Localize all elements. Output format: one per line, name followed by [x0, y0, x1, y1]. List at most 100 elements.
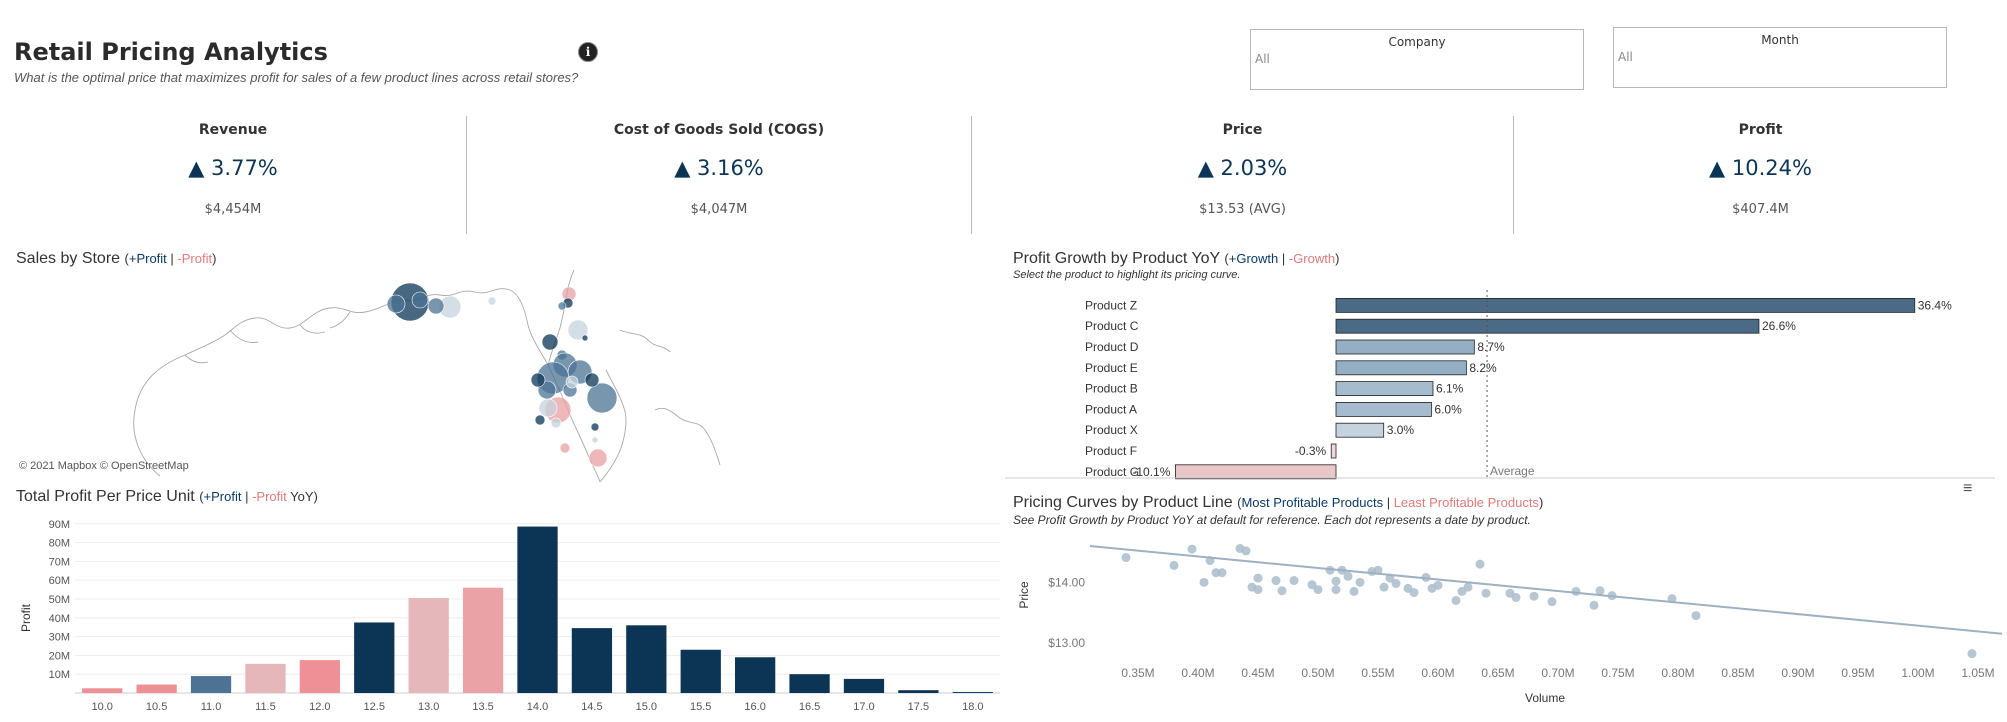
growth-category-label[interactable]: Product D: [1085, 340, 1139, 354]
pricing-point[interactable]: [1331, 576, 1341, 586]
growth-bar[interactable]: [1335, 360, 1467, 376]
growth-category-label[interactable]: Product C: [1085, 319, 1139, 333]
profit-bar[interactable]: [952, 692, 993, 693]
growth-neg-legend[interactable]: -Growth: [1288, 251, 1336, 266]
profit-bar[interactable]: [190, 676, 232, 693]
profit-bar[interactable]: [735, 657, 776, 693]
store-bubble[interactable]: [487, 296, 497, 306]
store-map[interactable]: © 2021 Mapbox © OpenStreetMap: [0, 270, 780, 482]
map-neg-legend[interactable]: -Profit: [177, 251, 213, 266]
pricing-point[interactable]: [1355, 577, 1365, 587]
pricing-point[interactable]: [1409, 588, 1419, 598]
pricing-point[interactable]: [1331, 585, 1341, 595]
pricing-point[interactable]: [1595, 586, 1605, 596]
store-bubble[interactable]: [581, 334, 589, 342]
growth-category-label[interactable]: Product A: [1085, 402, 1137, 416]
store-bubble[interactable]: [590, 422, 600, 432]
company-filter-value[interactable]: All: [1255, 52, 1270, 66]
pricing-point[interactable]: [1691, 611, 1701, 621]
profit-bar[interactable]: [408, 598, 449, 693]
pricing-point[interactable]: [1313, 585, 1323, 595]
pricing-point[interactable]: [1289, 576, 1299, 586]
month-filter-value[interactable]: All: [1618, 50, 1633, 64]
pricing-point[interactable]: [1241, 546, 1251, 556]
info-icon[interactable]: i: [578, 42, 598, 62]
company-filter[interactable]: Company All: [1250, 29, 1584, 90]
growth-bar[interactable]: [1335, 318, 1760, 334]
growth-category-label[interactable]: Product X: [1085, 423, 1138, 437]
profit-bar[interactable]: [462, 587, 504, 693]
store-bubble[interactable]: [386, 294, 406, 314]
pricing-curve-chart[interactable]: Price Volume $13.00 $14.00 0.35M 0.40M 0.45…: [1005, 530, 2007, 720]
growth-pos-legend[interactable]: +Growth: [1228, 251, 1279, 266]
store-bubble[interactable]: [411, 291, 429, 309]
profit-growth-chart[interactable]: Product Z 36.4% Product C 26.6% Product D 8.7…: [1005, 285, 2007, 480]
store-bubble[interactable]: [586, 382, 618, 414]
pricing-point[interactable]: [1481, 588, 1491, 598]
pricing-point[interactable]: [1253, 573, 1263, 583]
growth-bar[interactable]: [1175, 464, 1337, 480]
pricing-point[interactable]: [1529, 591, 1539, 601]
profit-bar[interactable]: [571, 628, 613, 693]
profit-bar[interactable]: [680, 649, 721, 693]
pricing-point[interactable]: [1391, 579, 1401, 589]
curve-neg-legend[interactable]: Least Profitable Products: [1393, 495, 1539, 510]
pricing-point[interactable]: [1307, 580, 1317, 590]
pricing-point[interactable]: [1343, 571, 1353, 581]
profit-bar[interactable]: [898, 690, 939, 693]
growth-category-label[interactable]: Product B: [1085, 382, 1138, 396]
pricing-point[interactable]: [1169, 560, 1179, 570]
profit-bar[interactable]: [82, 688, 123, 693]
growth-bar[interactable]: [1335, 402, 1432, 417]
growth-bar[interactable]: [1335, 339, 1475, 355]
store-bubble[interactable]: [591, 436, 599, 444]
profit-bar[interactable]: [299, 660, 340, 693]
pricing-point[interactable]: [1253, 585, 1263, 595]
profit-bar[interactable]: [517, 526, 558, 693]
pricing-point[interactable]: [1271, 576, 1281, 586]
growth-bar[interactable]: [1335, 297, 1916, 313]
profit-bar[interactable]: [626, 625, 667, 693]
growth-bar[interactable]: [1335, 422, 1385, 438]
store-bubble[interactable]: [550, 417, 562, 429]
store-bubble[interactable]: [588, 448, 608, 468]
store-bubble[interactable]: [567, 319, 589, 341]
pricing-point[interactable]: [1217, 568, 1227, 578]
profit-neg-legend[interactable]: -Profit: [252, 489, 287, 504]
store-bubble[interactable]: [427, 297, 445, 315]
store-bubble[interactable]: [584, 372, 600, 388]
store-bubble[interactable]: [538, 398, 558, 418]
growth-category-label[interactable]: Product E: [1085, 361, 1138, 375]
growth-category-label[interactable]: Product F: [1085, 444, 1137, 458]
profit-pos-legend[interactable]: +Profit: [203, 489, 242, 504]
growth-category-label[interactable]: Product G: [1085, 465, 1139, 479]
store-bubble[interactable]: [559, 442, 571, 454]
hamburger-menu-icon[interactable]: ≡: [1963, 480, 1973, 497]
curve-pos-legend[interactable]: Most Profitable Products: [1241, 495, 1384, 510]
pricing-point[interactable]: [1121, 553, 1131, 563]
pricing-point[interactable]: [1277, 586, 1287, 596]
pricing-point[interactable]: [1373, 565, 1383, 575]
store-bubble[interactable]: [565, 375, 579, 389]
growth-category-label[interactable]: Product Z: [1085, 298, 1137, 312]
month-filter[interactable]: Month All: [1613, 27, 1947, 88]
store-bubble[interactable]: [541, 333, 559, 351]
pricing-point[interactable]: [1463, 582, 1473, 592]
store-bubble[interactable]: [530, 372, 546, 388]
growth-bar[interactable]: [1330, 443, 1337, 459]
pricing-point[interactable]: [1511, 592, 1521, 602]
growth-bar[interactable]: [1335, 381, 1434, 396]
pricing-point[interactable]: [1349, 586, 1359, 596]
pricing-point[interactable]: [1475, 559, 1485, 569]
pricing-point[interactable]: [1547, 597, 1557, 607]
store-bubble[interactable]: [557, 301, 567, 311]
pricing-point[interactable]: [1187, 544, 1197, 554]
pricing-point[interactable]: [1967, 649, 1977, 659]
pricing-point[interactable]: [1571, 586, 1581, 596]
store-bubble[interactable]: [534, 414, 546, 426]
pricing-point[interactable]: [1199, 577, 1209, 587]
pricing-point[interactable]: [1433, 580, 1443, 590]
pricing-point[interactable]: [1451, 595, 1461, 605]
pricing-point[interactable]: [1589, 600, 1599, 610]
profit-bar[interactable]: [789, 674, 830, 693]
